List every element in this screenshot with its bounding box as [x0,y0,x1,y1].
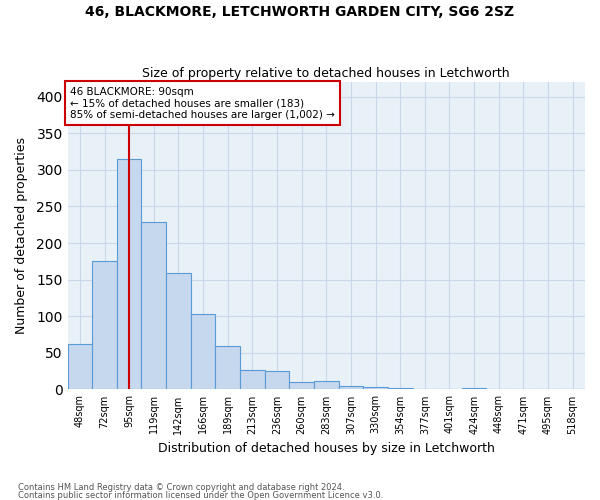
Bar [92,260,117,390]
Bar [117,159,142,390]
Bar [142,222,166,390]
Bar [437,388,462,390]
Y-axis label: Number of detached properties: Number of detached properties [15,137,28,334]
Bar [487,388,511,390]
Bar [191,314,215,390]
Bar [240,370,265,390]
X-axis label: Distribution of detached houses by size in Letchworth: Distribution of detached houses by size … [158,442,495,455]
Title: Size of property relative to detached houses in Letchworth: Size of property relative to detached ho… [142,66,510,80]
Bar [413,388,437,390]
Text: 46, BLACKMORE, LETCHWORTH GARDEN CITY, SG6 2SZ: 46, BLACKMORE, LETCHWORTH GARDEN CITY, S… [85,5,515,19]
Bar [265,371,289,390]
Bar [166,273,191,390]
Text: Contains public sector information licensed under the Open Government Licence v3: Contains public sector information licen… [18,490,383,500]
Text: Contains HM Land Registry data © Crown copyright and database right 2024.: Contains HM Land Registry data © Crown c… [18,484,344,492]
Bar [388,388,413,390]
Bar [289,382,314,390]
Text: 46 BLACKMORE: 90sqm
← 15% of detached houses are smaller (183)
85% of semi-detac: 46 BLACKMORE: 90sqm ← 15% of detached ho… [70,86,335,120]
Bar [68,344,92,390]
Bar [338,386,363,390]
Bar [363,386,388,390]
Bar [462,388,487,390]
Bar [215,346,240,390]
Bar [314,382,338,390]
